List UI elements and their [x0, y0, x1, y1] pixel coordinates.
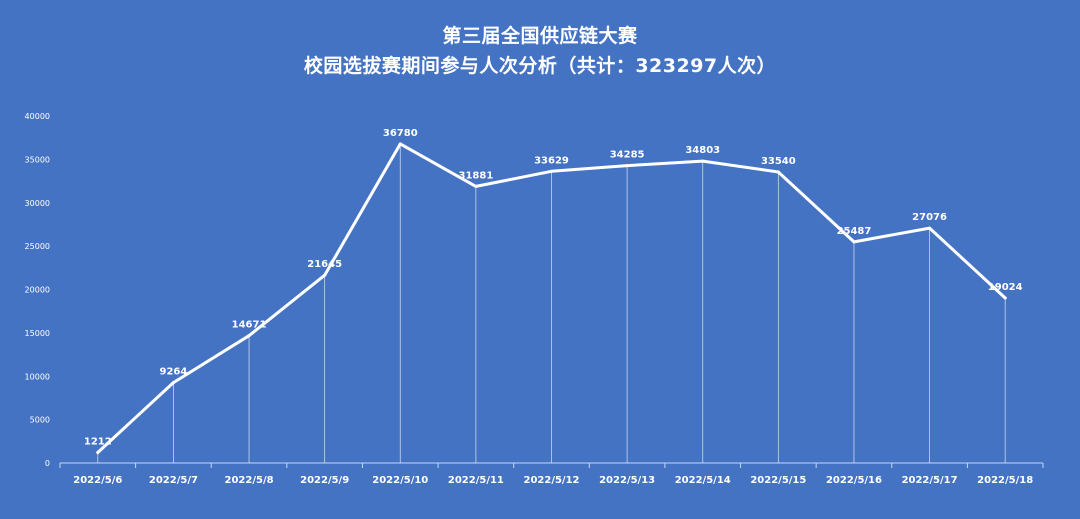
data-label: 34803 [685, 145, 720, 156]
x-tick-label: 2022/5/15 [750, 475, 806, 486]
data-point [323, 273, 327, 277]
y-tick-label: 25000 [25, 242, 50, 251]
x-tick-label: 2022/5/12 [523, 475, 579, 486]
data-point [701, 159, 705, 163]
data-label: 33629 [534, 155, 569, 166]
data-point [474, 184, 478, 188]
y-tick-label: 0 [45, 459, 50, 468]
x-tick-label: 2022/5/13 [599, 475, 655, 486]
data-point [96, 450, 100, 454]
y-tick-label: 35000 [25, 155, 50, 164]
x-tick-label: 2022/5/10 [372, 475, 428, 486]
chart-title: 第三届全国供应链大赛 [442, 25, 638, 47]
x-tick-label: 2022/5/9 [300, 475, 349, 486]
data-label: 27076 [912, 212, 947, 223]
x-tick-label: 2022/5/8 [225, 475, 274, 486]
y-tick-label: 20000 [25, 286, 50, 295]
x-tick-label: 2022/5/18 [977, 475, 1033, 486]
x-tick-label: 2022/5/14 [675, 475, 731, 486]
data-label: 21645 [307, 259, 342, 270]
y-tick-label: 15000 [25, 329, 50, 338]
data-point [171, 381, 175, 385]
data-label: 25487 [837, 226, 872, 237]
x-tick-label: 2022/5/6 [73, 475, 122, 486]
data-point [776, 170, 780, 174]
data-point [247, 334, 251, 338]
data-label: 34285 [610, 150, 645, 161]
data-label: 14671 [232, 320, 267, 331]
x-tick-label: 2022/5/11 [448, 475, 504, 486]
x-tick-label: 2022/5/17 [902, 475, 958, 486]
data-label: 19024 [988, 282, 1023, 293]
data-point [398, 142, 402, 146]
data-label: 9264 [160, 367, 188, 378]
data-point [550, 169, 553, 173]
x-tick-label: 2022/5/16 [826, 475, 882, 486]
data-point [852, 240, 856, 244]
y-tick-label: 30000 [25, 199, 50, 208]
data-point [928, 226, 932, 230]
data-label: 36780 [383, 128, 418, 139]
data-label: 31881 [458, 170, 493, 181]
y-tick-label: 40000 [25, 112, 50, 121]
x-tick-label: 2022/5/7 [149, 475, 198, 486]
data-point [1003, 296, 1007, 300]
data-point [625, 164, 629, 168]
y-tick-label: 10000 [25, 372, 50, 381]
data-label: 1212 [84, 436, 112, 447]
data-label: 33540 [761, 156, 796, 167]
y-tick-label: 5000 [30, 416, 50, 425]
chart-subtitle: 校园选拔赛期间参与人次分析（共计：323297人次） [303, 55, 777, 77]
